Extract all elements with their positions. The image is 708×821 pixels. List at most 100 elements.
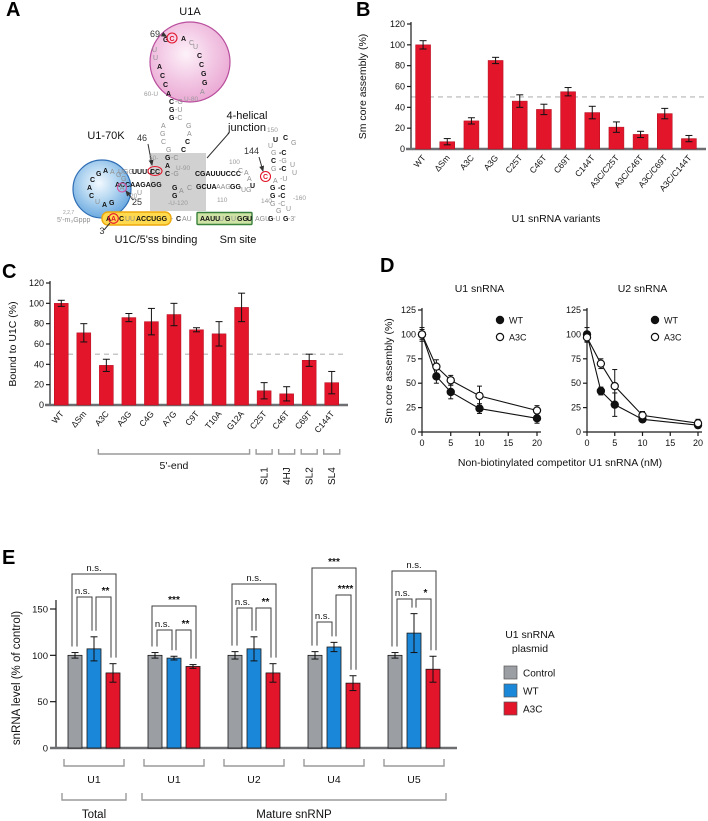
svg-text:C46T: C46T [527,153,548,175]
svg-text:-U: -U [280,176,287,183]
svg-text:G: G [283,216,289,223]
svg-text:Sm core assembly (%): Sm core assembly (%) [383,318,395,424]
bar-C69T [560,91,576,150]
svg-text:A: A [110,169,115,176]
svg-text:69: 69 [150,29,160,39]
svg-text:10: 10 [474,438,484,448]
svg-text:A: A [181,36,186,43]
svg-text:-C: -C [171,155,178,162]
svg-text:junction: junction [227,122,266,134]
svg-text:20: 20 [532,438,542,448]
svg-text:60-U: 60-U [144,91,158,98]
mutation-ring [108,213,119,224]
svg-text:5'-end: 5'-end [160,460,189,472]
bar-A3C [463,120,480,150]
svg-text:U: U [250,183,255,190]
svg-text:A3G: A3G [115,409,134,428]
bar-U4-WT [326,646,342,749]
marker-A3C [610,381,619,391]
svg-text:-G: -G [171,171,179,178]
svg-text:G: G [268,216,274,223]
svg-text:20: 20 [395,123,405,133]
svg-text:U1: U1 [87,774,101,786]
bar-U2-Control [227,654,243,749]
svg-text:C: C [187,185,192,192]
bound-to-u1c-chart: 0 20 40 60 80 100 120 WT ΔSm A3C A3G C4G A7G C9T T10A G… [7,278,348,485]
svg-text:plasmid: plasmid [512,643,548,655]
svg-text:75: 75 [406,354,416,364]
svg-text:G: G [166,147,171,154]
svg-text:50-: 50- [149,155,158,162]
svg-text:n.s.: n.s. [155,619,170,630]
svg-text:****: **** [338,584,354,595]
svg-text:50: 50 [571,378,581,388]
group-bracket [303,759,365,767]
svg-text:-U: -U [273,216,280,223]
svg-text:WT: WT [509,316,523,326]
svg-text:WT: WT [411,153,427,170]
group-bracket [223,759,285,767]
svg-text:G: G [270,193,276,200]
region-bracket [97,449,251,455]
svg-text:2,2,7: 2,2,7 [63,210,74,216]
marker-A3C [432,362,441,371]
bar-U1-WT [86,648,102,749]
svg-text:UG: UG [241,187,252,194]
svg-text:G: G [186,123,191,130]
svg-text:U: U [286,206,291,213]
mutation-ring [166,32,178,44]
svg-text:n.s.: n.s. [235,597,250,608]
svg-text:G12A: G12A [224,409,246,432]
svg-text:U-90: U-90 [176,165,190,172]
svg-text:T10A: T10A [203,409,224,431]
svg-text:UUUU: UUUU [132,169,152,176]
svg-text:U: U [152,47,157,54]
svg-text:120: 120 [29,278,44,288]
annotation-arrow [103,222,111,231]
svg-text:0: 0 [39,400,44,410]
svg-text:40: 40 [395,102,405,112]
bar-U1-A3C [105,672,121,749]
svg-text:C: C [283,135,288,142]
svg-text:***: *** [168,595,180,606]
svg-text:0: 0 [576,427,581,437]
legend-swatch-WT [503,683,518,698]
svg-text:Sm site: Sm site [220,234,257,246]
svg-text:U1 snRNA: U1 snRNA [505,629,555,641]
annotation-arrow [160,31,168,37]
svg-text:ACCAAGAGG: ACCAAGAGG [115,182,162,189]
svg-text:-C: -C [279,150,286,157]
legend-marker-WT [495,315,505,325]
svg-text:C: C [160,73,165,80]
svg-text:Non-biotinylated competitor U1: Non-biotinylated competitor U1 snRNA (nM… [458,457,662,469]
svg-text:-U: -U [175,107,182,114]
svg-text:A3C: A3C [664,333,682,343]
svg-text:U2: U2 [247,774,261,786]
svg-text:0: 0 [43,744,48,755]
svg-text:U: U [153,55,158,62]
svg-text:U: U [193,44,198,51]
svg-text:A: A [111,216,116,223]
svg-text:A: A [166,91,171,98]
bar-A7G [166,314,182,406]
svg-text:100: 100 [229,159,240,166]
svg-text:20: 20 [34,380,44,390]
svg-text:C: C [197,53,202,60]
svg-text:U2 snRNA: U2 snRNA [618,283,668,295]
category-bracket [141,793,447,801]
svg-text:15: 15 [503,438,513,448]
svg-text:G: G [109,200,115,207]
svg-text:10: 10 [637,438,647,448]
svg-text:U-80: U-80 [184,96,198,103]
panel-d-label: D [380,255,395,277]
svg-text:n.s.: n.s. [86,563,101,574]
svg-text:A: A [120,185,125,192]
svg-text:U: U [231,216,236,223]
svg-text:75: 75 [571,354,581,364]
svg-text:-C: -C [175,115,182,122]
svg-text:G: G [201,71,207,78]
svg-text:ACCUGG: ACCUGG [136,216,168,223]
svg-text:WT: WT [664,316,678,326]
